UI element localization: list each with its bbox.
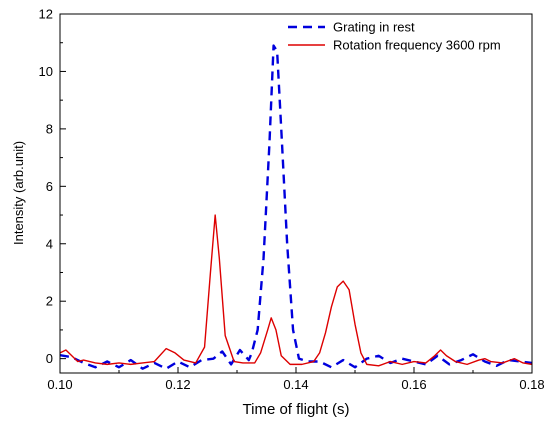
x-tick-label: 0.12 [165,377,190,392]
y-axis-ticks: 0 2 4 6 8 10 12 [39,7,66,366]
y-tick-label: 10 [39,64,53,79]
legend-label: Grating in rest [333,20,415,35]
series-line-grating-in-rest [60,44,532,370]
y-tick-label: 4 [46,236,53,251]
y-tick-label: 8 [46,121,53,136]
plot-frame [59,13,533,374]
series-layer [60,44,532,370]
x-axis-title: Time of flight (s) [243,401,350,418]
x-tick-label: 0.14 [283,377,308,392]
y-tick-label: 6 [46,179,53,194]
legend-label: Rotation frequency 3600 rpm [333,38,501,53]
series-line-rotation-3600-rpm [60,214,532,367]
x-tick-label: 0.16 [401,377,426,392]
y-tick-label: 12 [39,7,53,22]
x-tick-label: 0.10 [47,377,72,392]
y-axis-title: Intensity (arb.unit) [11,141,26,245]
y-tick-label: 0 [46,351,53,366]
y-tick-label: 2 [46,294,53,309]
legend: Grating in rest Rotation frequency 3600 r… [288,20,501,53]
x-tick-label: 0.18 [519,377,544,392]
x-axis-ticks: 0.10 0.12 0.14 0.16 0.18 [47,367,545,392]
